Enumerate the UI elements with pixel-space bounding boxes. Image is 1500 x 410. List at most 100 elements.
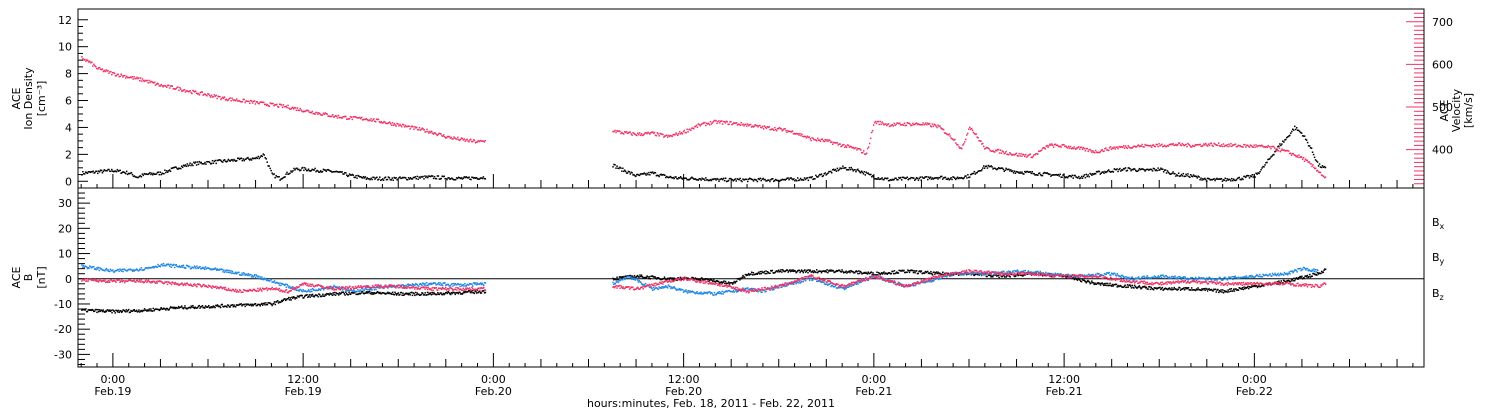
velocity-series-point: [734, 122, 737, 124]
bx-series-point: [464, 290, 467, 293]
bx-series-point: [827, 270, 830, 272]
by-series-point: [829, 282, 831, 285]
velocity-series-point: [1218, 145, 1221, 147]
bx-series-point: [696, 279, 698, 281]
velocity-series-point: [392, 124, 395, 127]
bx-series-point: [263, 302, 265, 304]
ion-density-series-point: [782, 178, 785, 181]
ion-density-series-point: [300, 169, 302, 171]
bx-series-point: [697, 278, 699, 280]
bx-series-point: [664, 278, 667, 280]
bx-series-point: [1315, 273, 1317, 276]
bx-series-point: [1217, 291, 1220, 294]
velocity-series-point: [949, 135, 951, 137]
by-series-point: [242, 272, 245, 274]
by-series-point: [349, 289, 352, 291]
bx-series-point: [123, 310, 126, 312]
bx-series-point: [123, 309, 125, 312]
bx-series-point: [726, 282, 728, 285]
velocity-series-point: [946, 133, 949, 136]
ion-density-series-point: [239, 157, 242, 160]
bx-series-point: [652, 276, 655, 278]
bx-series-point: [1186, 286, 1188, 289]
ion-density-series-point: [288, 173, 290, 175]
top-right-axis-title-line-2: Velocity: [1450, 88, 1463, 132]
velocity-series-point: [1004, 152, 1006, 154]
bx-series-point: [1200, 289, 1202, 292]
by-series-point: [250, 276, 253, 278]
ion-density-series-point: [833, 169, 836, 172]
by-series-point: [331, 286, 334, 288]
by-series-point: [456, 284, 458, 286]
bx-series-point: [299, 294, 302, 297]
ion-density-series-point: [623, 169, 626, 172]
ion-density-series-point: [647, 173, 649, 176]
velocity-series-point: [1207, 143, 1210, 145]
ion-density-series-point: [1024, 170, 1026, 173]
bx-series-point: [452, 291, 454, 294]
by-series-point: [170, 266, 173, 268]
bx-series-point: [457, 292, 460, 295]
ion-density-series-point: [174, 166, 176, 168]
ion-density-series-point: [950, 177, 952, 179]
bx-series-point: [703, 278, 705, 281]
bx-series-point: [94, 308, 97, 311]
bottom-tick-label: -20: [54, 323, 72, 336]
bx-series-point: [776, 270, 778, 272]
ion-density-series-point: [193, 161, 195, 164]
ion-density-series-point: [229, 160, 231, 162]
velocity-series-point: [298, 109, 300, 112]
velocity-series-point: [438, 132, 440, 135]
velocity-series-point: [1287, 150, 1290, 152]
ion-density-series-point: [391, 177, 394, 179]
by-series-point: [456, 283, 459, 285]
velocity-series-point: [850, 145, 853, 148]
bx-series-point: [851, 271, 854, 273]
ion-density-series-point: [1238, 176, 1241, 179]
bx-series-point: [790, 269, 793, 272]
bx-series-point: [751, 274, 754, 276]
velocity-series-point: [245, 100, 247, 102]
bx-series-point: [453, 292, 456, 294]
ion-density-series-point: [1176, 174, 1179, 177]
bx-series-point: [374, 292, 376, 295]
bx-series-point: [662, 278, 664, 280]
bx-series-point: [396, 292, 399, 295]
ion-density-series-point: [1143, 168, 1145, 171]
velocity-series-point: [875, 122, 878, 125]
velocity-series-point: [1099, 150, 1102, 153]
ion-density-series-point: [215, 162, 217, 165]
bx-series-point: [100, 309, 103, 312]
bx-series-point: [1118, 285, 1120, 288]
velocity-series-point: [722, 120, 725, 123]
ion-density-series-point: [932, 178, 935, 180]
ion-density-series-point: [430, 175, 433, 177]
bx-series-point: [952, 274, 954, 276]
velocity-series-point: [741, 123, 743, 126]
velocity-series-point: [236, 100, 239, 102]
velocity-series-point: [139, 77, 142, 79]
by-series-point: [226, 271, 228, 273]
velocity-series-point: [310, 111, 313, 114]
by-series-point: [720, 293, 723, 295]
by-series-point: [318, 288, 321, 291]
by-series-point: [823, 283, 826, 285]
by-series-point: [81, 266, 84, 268]
bx-series-point: [378, 292, 380, 295]
ion-density-series-point: [804, 178, 807, 181]
bx-series-point: [341, 291, 343, 293]
by-series-point: [850, 285, 853, 287]
ion-density-series-point: [309, 170, 312, 172]
by-series-point: [344, 287, 346, 289]
by-series-point: [169, 265, 171, 268]
bx-series-point: [903, 269, 905, 272]
ion-density-series-point: [883, 178, 885, 181]
bx-series-point: [709, 278, 712, 280]
by-series-point: [265, 279, 268, 282]
velocity-series-point: [1217, 142, 1220, 144]
ion-density-series-point: [246, 157, 248, 160]
by-series-point: [372, 286, 374, 289]
by-series-point: [666, 287, 669, 289]
by-series-point: [728, 289, 730, 292]
bx-series-point: [1211, 289, 1214, 292]
